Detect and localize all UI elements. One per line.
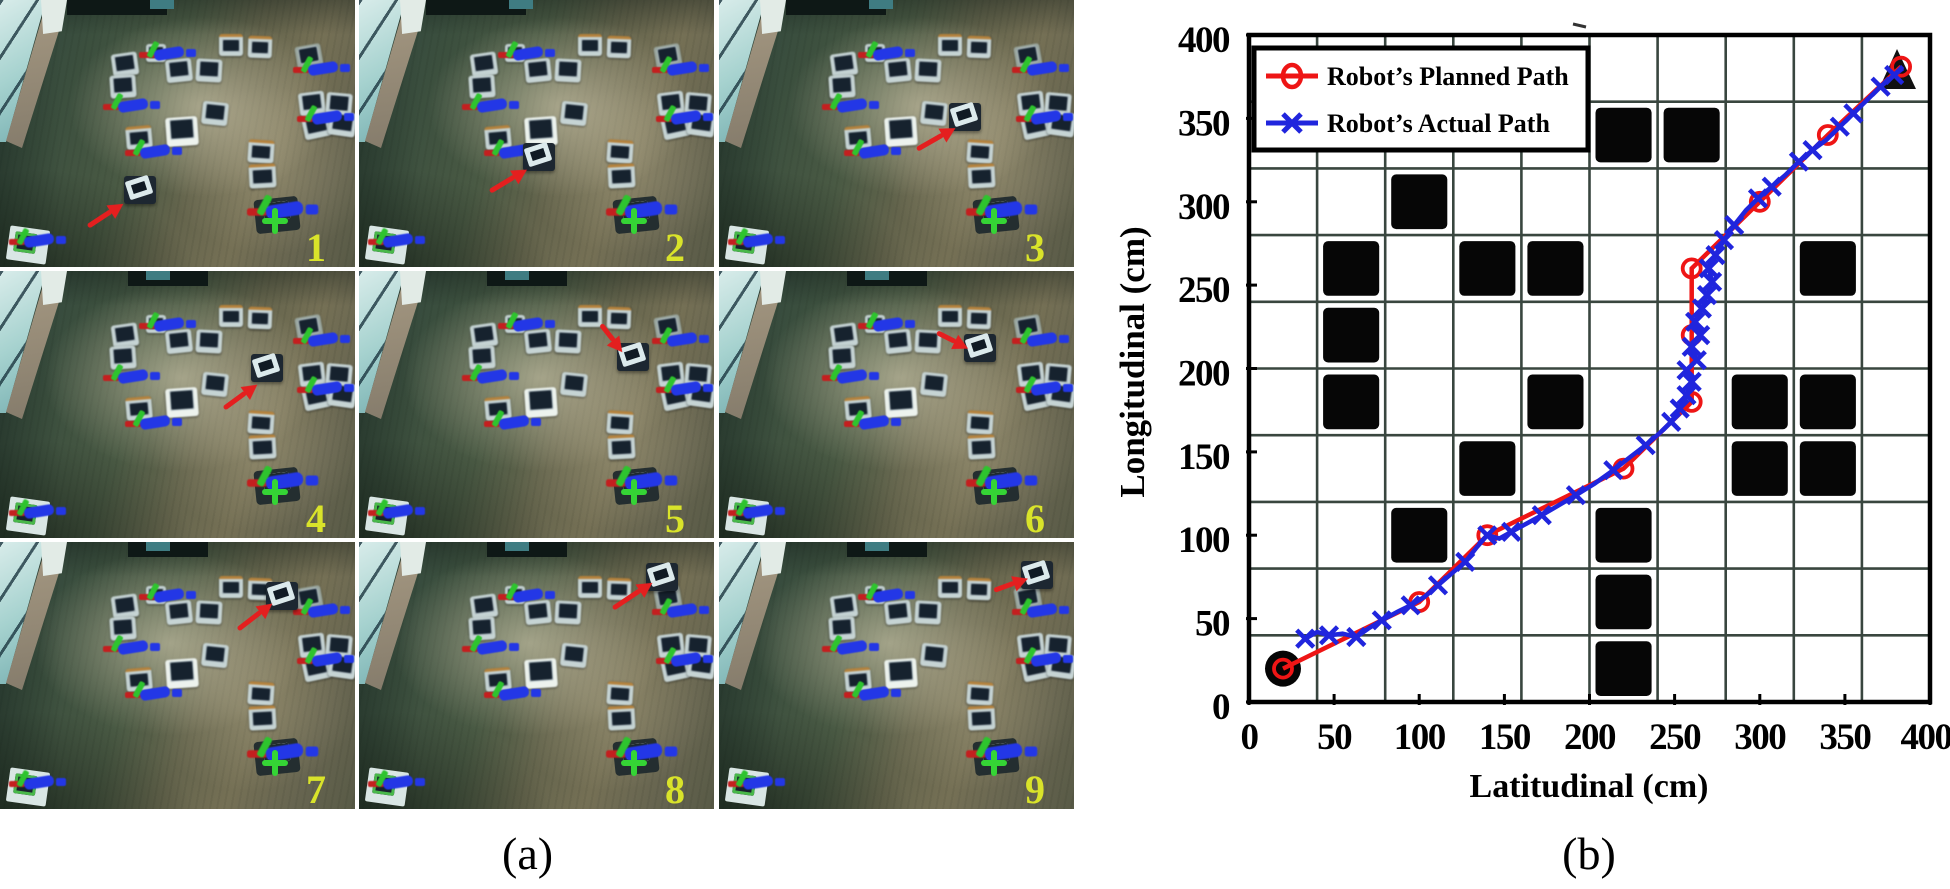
svg-text:Longitudinal (cm): Longitudinal (cm) (1113, 226, 1152, 497)
svg-text:Robot’s Planned Path: Robot’s Planned Path (1327, 62, 1569, 91)
svg-text:150: 150 (1178, 437, 1230, 478)
svg-text:200: 200 (1178, 354, 1230, 395)
svg-text:350: 350 (1178, 103, 1230, 144)
svg-text:250: 250 (1178, 270, 1230, 311)
svg-text:Robot’s Actual Path: Robot’s Actual Path (1327, 109, 1550, 138)
svg-text:200: 200 (1564, 717, 1616, 758)
svg-text:50: 50 (1195, 604, 1230, 645)
svg-text:Latitudinal (cm): Latitudinal (cm) (1470, 768, 1709, 805)
svg-text:300: 300 (1734, 717, 1786, 758)
svg-text:100: 100 (1178, 520, 1230, 561)
svg-text:250: 250 (1649, 717, 1701, 758)
svg-text:150: 150 (1479, 717, 1531, 758)
svg-text:400: 400 (1901, 717, 1950, 758)
svg-text:300: 300 (1178, 187, 1230, 228)
svg-text:400: 400 (1178, 20, 1230, 61)
svg-text:50: 50 (1317, 717, 1352, 758)
svg-text:(b): (b) (1562, 828, 1616, 879)
svg-text:350: 350 (1819, 717, 1871, 758)
svg-text:0: 0 (1212, 687, 1230, 728)
svg-text:0: 0 (1241, 717, 1259, 758)
svg-text:100: 100 (1394, 717, 1446, 758)
